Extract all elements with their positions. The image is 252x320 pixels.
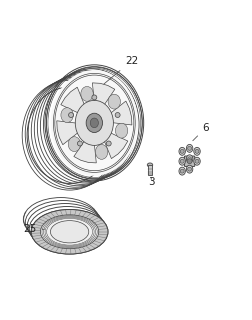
- Ellipse shape: [178, 148, 185, 155]
- Circle shape: [179, 159, 183, 163]
- Polygon shape: [106, 101, 131, 125]
- Ellipse shape: [50, 70, 138, 176]
- Text: 3: 3: [147, 177, 154, 187]
- Ellipse shape: [186, 144, 192, 152]
- FancyBboxPatch shape: [184, 156, 194, 166]
- Circle shape: [77, 141, 82, 146]
- Ellipse shape: [178, 157, 185, 165]
- Circle shape: [106, 141, 111, 146]
- Ellipse shape: [147, 163, 152, 167]
- Ellipse shape: [40, 215, 98, 249]
- Ellipse shape: [178, 167, 185, 175]
- Polygon shape: [60, 87, 87, 115]
- Circle shape: [194, 159, 198, 163]
- Ellipse shape: [81, 86, 93, 101]
- Circle shape: [179, 149, 183, 153]
- Circle shape: [68, 113, 73, 117]
- Circle shape: [186, 159, 191, 164]
- Polygon shape: [74, 135, 96, 163]
- Ellipse shape: [75, 100, 113, 145]
- Circle shape: [194, 149, 198, 153]
- Ellipse shape: [50, 220, 88, 243]
- Ellipse shape: [90, 118, 98, 128]
- Ellipse shape: [193, 157, 199, 165]
- Ellipse shape: [86, 113, 102, 132]
- Text: 6: 6: [192, 123, 208, 141]
- Polygon shape: [92, 83, 114, 110]
- Circle shape: [115, 113, 120, 117]
- Ellipse shape: [108, 94, 120, 109]
- Circle shape: [187, 157, 191, 161]
- Ellipse shape: [61, 108, 73, 123]
- FancyBboxPatch shape: [148, 165, 151, 175]
- Ellipse shape: [95, 145, 107, 159]
- Ellipse shape: [31, 210, 108, 254]
- Polygon shape: [56, 121, 82, 145]
- Circle shape: [187, 146, 191, 150]
- Ellipse shape: [186, 165, 192, 173]
- Circle shape: [187, 167, 191, 171]
- Circle shape: [179, 169, 183, 173]
- Ellipse shape: [115, 123, 127, 138]
- Ellipse shape: [186, 155, 192, 163]
- Polygon shape: [101, 131, 127, 159]
- Ellipse shape: [193, 148, 199, 155]
- Text: 22: 22: [104, 56, 138, 84]
- Ellipse shape: [68, 137, 80, 152]
- Text: 25: 25: [23, 224, 44, 234]
- Circle shape: [91, 95, 97, 100]
